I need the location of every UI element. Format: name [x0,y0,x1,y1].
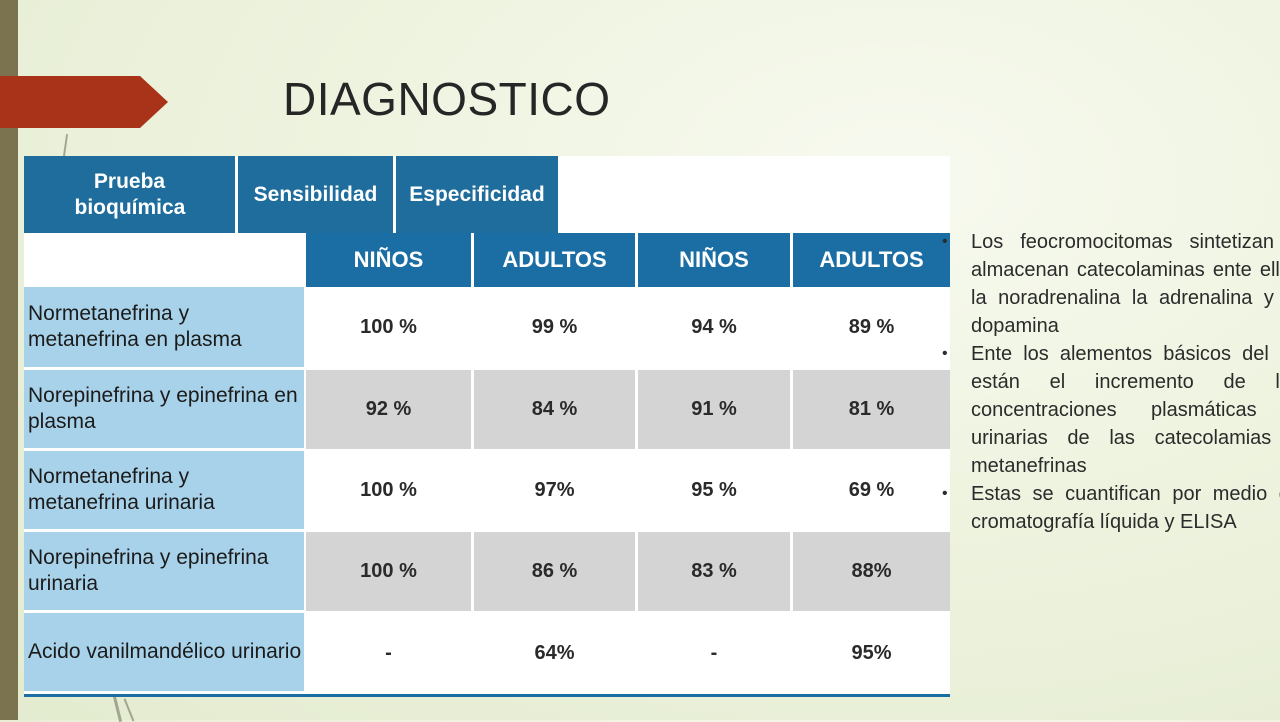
value-cell: 99 % [474,287,635,368]
value-cell: 69 % [793,451,950,530]
left-decor-bar [0,0,18,720]
value-cell: 86 % [474,532,635,611]
value-text: 100 % [360,479,417,501]
value-cell: 64% [474,613,635,694]
row-label: Normetanefrina y metanefrina en plasma [24,287,304,370]
column-divider [393,156,396,233]
value-cell: 84 % [474,370,635,449]
value-cell: 94 % [638,287,790,368]
value-cell: 92 % [306,370,471,449]
value-text: 100 % [360,316,417,338]
row-label-text: Normetanefrina y metanefrina urinaria [28,465,215,514]
subheader-ninos-1: NIÑOS [306,233,471,287]
subheader-adultos-2: ADULTOS [793,233,950,287]
bullet-dot-icon: • [942,485,948,502]
bullet-list: • Los feocromocitomas sintetizan y almac… [942,228,1280,536]
value-cell: - [638,613,790,694]
value-text: 86 % [531,560,578,582]
value-text: 95% [851,642,892,664]
value-text: 94 % [691,316,737,338]
value-text: 92 % [365,398,412,420]
value-text: - [710,642,718,664]
row-label: Normetanefrina y metanefrina urinaria [24,451,304,532]
value-cell: 83 % [638,532,790,611]
value-cell: - [306,613,471,694]
value-text: 81 % [848,398,895,420]
decor-line [112,696,123,722]
subheader-ninos-2: NIÑOS [638,233,790,287]
row-label-text: Norepinefrina y epinefrina urinaria [28,546,269,595]
value-text: 88% [851,560,892,582]
column-divider [235,156,238,233]
header-test-cell: Prueba bioquímica [24,156,235,233]
bullet-text: Ente los alementos básicos del dx están … [971,343,1280,477]
row-label-text: Norepinefrina y epinefrina en plasma [28,384,298,433]
row-label: Norepinefrina y epinefrina en plasma [24,370,304,451]
value-text: 100 % [360,560,417,582]
value-cell: 88% [793,532,950,611]
bullet-text: Estas se cuantifican por medio de cromat… [971,483,1280,533]
value-cell: 81 % [793,370,950,449]
value-cell: 91 % [638,370,790,449]
row-label: Acido vanilmandélico urinario [24,613,304,694]
header-sensitivity-cell: Sensibilidad [238,156,393,233]
header-specificity-label: Especificidad [409,182,545,206]
value-text: 84 % [531,398,578,420]
value-text: 99 % [531,316,578,338]
bullet-text: Los feocromocitomas sintetizan y almacen… [971,231,1280,337]
value-cell: 100 % [306,451,471,530]
decor-line [123,698,135,722]
value-cell: 100 % [306,287,471,368]
row-label-text: Acido vanilmandélico urinario [28,640,302,663]
bullet-dot-icon: • [942,345,948,362]
value-cell: 97% [474,451,635,530]
value-cell: 95 % [638,451,790,530]
value-text: 95 % [691,479,737,501]
value-text: 91 % [691,398,737,420]
title-arrow-shape [0,76,168,128]
value-text: 89 % [848,316,895,338]
value-text: 64% [534,642,575,664]
value-text: - [385,642,392,664]
subheader-label: NIÑOS [679,247,749,272]
diagnostic-table: Prueba bioquímica Sensibilidad Especific… [24,156,950,697]
row-label: Norepinefrina y epinefrina urinaria [24,532,304,613]
value-text: 69 % [848,479,895,501]
header-test-label: Prueba bioquímica [74,169,186,219]
bullet-item: • Estas se cuantifican por medio de crom… [942,480,1280,536]
value-cell: 100 % [306,532,471,611]
subheader-label: ADULTOS [819,247,924,272]
bullet-item: • Los feocromocitomas sintetizan y almac… [942,228,1280,340]
value-cell: 95% [793,613,950,694]
value-text: 83 % [691,560,737,582]
subheader-label: ADULTOS [502,247,607,272]
header-sensitivity-label: Sensibilidad [253,182,378,206]
bullet-dot-icon: • [942,233,948,250]
subheader-spacer [24,233,304,287]
subheader-adultos-1: ADULTOS [474,233,635,287]
value-cell: 89 % [793,287,950,368]
subheader-label: NIÑOS [353,247,424,272]
table-bottom-rule [24,694,950,697]
value-text: 97% [534,479,575,501]
header-specificity-cell: Especificidad [396,156,558,233]
bullet-item: • Ente los alementos básicos del dx está… [942,340,1280,480]
row-label-text: Normetanefrina y metanefrina en plasma [28,302,242,351]
slide-title: DIAGNOSTICO [283,73,611,125]
